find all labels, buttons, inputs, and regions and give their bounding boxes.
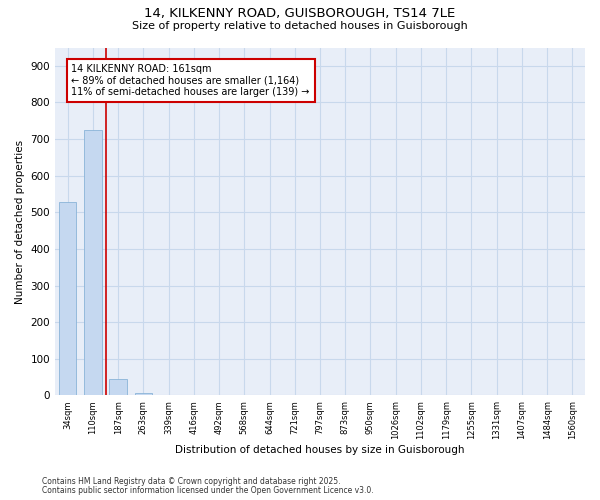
Bar (84, 130, 102, 396)
Y-axis label: Number of detached properties: Number of detached properties (15, 140, 25, 304)
Bar (59, 202, 76, 396)
Text: 14 KILKENNY ROAD: 161sqm
← 89% of detached houses are smaller (1,164)
11% of sem: 14 KILKENNY ROAD: 161sqm ← 89% of detach… (71, 64, 310, 97)
Text: Contains HM Land Registry data © Crown copyright and database right 2025.: Contains HM Land Registry data © Crown c… (42, 477, 341, 486)
Text: Contains public sector information licensed under the Open Government Licence v3: Contains public sector information licen… (42, 486, 374, 495)
Text: Size of property relative to detached houses in Guisborough: Size of property relative to detached ho… (132, 21, 468, 31)
X-axis label: Distribution of detached houses by size in Guisborough: Distribution of detached houses by size … (175, 445, 465, 455)
Text: 14, KILKENNY ROAD, GUISBOROUGH, TS14 7LE: 14, KILKENNY ROAD, GUISBOROUGH, TS14 7LE (145, 8, 455, 20)
Bar (109, 378, 127, 396)
Bar (160, 394, 178, 396)
Bar (134, 393, 152, 396)
